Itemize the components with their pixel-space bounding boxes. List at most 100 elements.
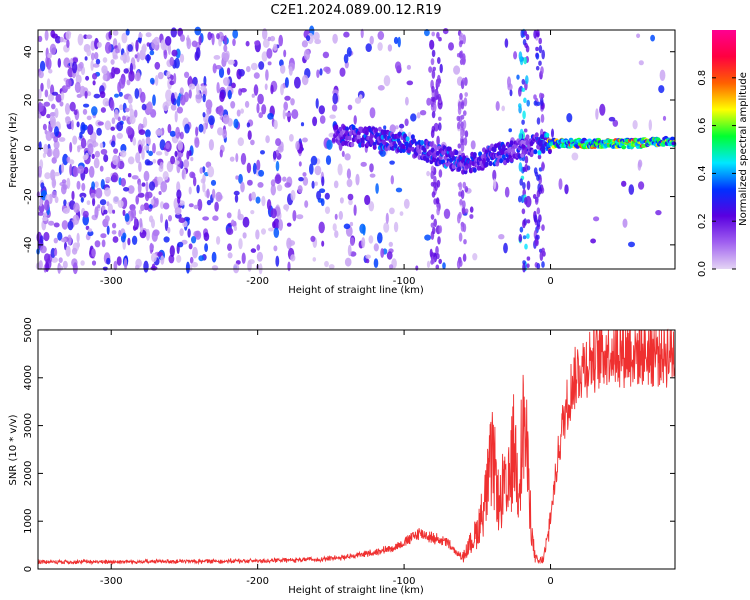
heatmap-cell	[38, 70, 44, 79]
heatmap-cell	[43, 231, 50, 242]
heatmap-cell	[188, 83, 196, 90]
heatmap-cell	[437, 93, 442, 102]
heatmap-cell	[523, 128, 528, 133]
heatmap-cell	[522, 262, 526, 273]
heatmap-cell	[472, 253, 478, 261]
heatmap-cell	[188, 89, 192, 99]
heatmap-cell	[325, 155, 332, 166]
heatmap-cell	[69, 163, 73, 176]
heatmap-cell	[332, 33, 338, 44]
heatmap-cell	[126, 79, 131, 86]
heatmap-cell	[152, 94, 156, 106]
heatmap-cell	[122, 52, 128, 64]
heatmap-cell	[123, 258, 128, 270]
heatmap-cell	[314, 181, 318, 186]
heatmap-cell	[170, 103, 177, 111]
heatmap-cell	[97, 121, 104, 126]
heatmap-cell	[88, 166, 95, 178]
heatmap-cell	[234, 194, 239, 203]
heatmap-cell	[127, 185, 135, 194]
heatmap-cell	[638, 60, 644, 66]
heatmap-cell	[399, 123, 405, 129]
heatmap-cell	[424, 234, 431, 241]
heatmap-cell	[323, 66, 331, 73]
heatmap-cell	[186, 37, 192, 50]
heatmap-cell	[41, 216, 48, 221]
heatmap-cell	[460, 142, 465, 153]
heatmap-cell	[334, 230, 339, 239]
heatmap-cell	[350, 141, 355, 148]
heatmap-cell	[145, 32, 152, 38]
heatmap-cell	[458, 191, 462, 197]
heatmap-cell	[52, 147, 60, 159]
heatmap-cell	[86, 200, 91, 206]
heatmap-cell	[106, 225, 110, 235]
heatmap-cell	[385, 212, 389, 224]
heatmap-cell	[278, 34, 284, 47]
heatmap-cell	[329, 114, 336, 119]
heatmap-cell	[163, 49, 168, 60]
heatmap-cell	[383, 75, 391, 87]
heatmap-cell	[54, 126, 59, 137]
snr-panel: -300 -200 -100 0 0 1000 2000 3000 4000 5000 Heig…	[8, 317, 676, 596]
heatmap-cell	[79, 192, 87, 199]
heatmap-cell	[246, 66, 251, 73]
heatmap-cell	[80, 137, 87, 149]
heatmap-cell	[76, 180, 81, 190]
heatmap-cell	[242, 216, 250, 228]
heatmap-cell	[104, 120, 112, 131]
heatmap-cell	[131, 175, 139, 180]
heatmap-cell	[37, 35, 43, 43]
heatmap-cell	[170, 27, 177, 38]
heatmap-cell	[193, 204, 199, 210]
heatmap-cell	[208, 139, 214, 151]
heatmap-cell	[233, 190, 240, 196]
heatmap-cell	[438, 169, 443, 178]
heatmap-cell	[526, 219, 531, 224]
heatmap-cell	[287, 261, 291, 272]
heatmap-cell	[150, 198, 155, 206]
heatmap-cell	[173, 160, 180, 166]
heatmap-cell	[118, 229, 122, 238]
colorbar-tick-label: 0.4	[697, 165, 708, 181]
heatmap-cell	[148, 203, 153, 209]
heatmap-cell	[91, 106, 98, 116]
heatmap-cell	[258, 169, 265, 177]
heatmap-cell	[85, 152, 89, 159]
heatmap-cell	[280, 84, 284, 96]
heatmap-cell	[184, 123, 190, 134]
heatmap-cell	[472, 167, 477, 173]
heatmap-cell	[437, 74, 441, 84]
heatmap-cell	[292, 210, 297, 222]
heatmap-cell	[227, 89, 232, 100]
heatmap-cell	[269, 35, 276, 42]
heatmap-cell	[523, 197, 528, 205]
heatmap-cell	[275, 160, 280, 172]
heatmap-cell	[369, 163, 374, 173]
heatmap-cell	[77, 165, 85, 174]
heatmap-cell	[272, 43, 278, 52]
heatmap-cell	[312, 116, 318, 127]
heatmap-cell	[222, 128, 228, 139]
heatmap-cell	[347, 104, 353, 111]
heatmap-cell	[377, 126, 382, 132]
heatmap-cell	[222, 52, 229, 62]
heatmap-cell	[55, 94, 62, 103]
heatmap-cell	[169, 245, 175, 257]
heatmap-cell	[344, 153, 351, 161]
heatmap-cell	[437, 236, 441, 245]
heatmap-cell	[102, 97, 110, 107]
heatmap-cell	[100, 233, 107, 239]
snr-y-tick-label: 1000	[23, 508, 34, 533]
heatmap-cell	[138, 144, 142, 154]
heatmap-cell	[535, 46, 539, 52]
heatmap-cell	[250, 248, 257, 253]
heatmap-cell	[53, 140, 60, 150]
heatmap-cell	[416, 112, 421, 119]
heatmap-cell	[162, 171, 169, 181]
heatmap-cell	[536, 234, 540, 240]
heatmap-cell	[102, 74, 108, 81]
heatmap-cell	[134, 72, 141, 82]
snr-x-ticks: -300 -200 -100 0	[100, 330, 554, 587]
heatmap-cell	[51, 157, 57, 164]
